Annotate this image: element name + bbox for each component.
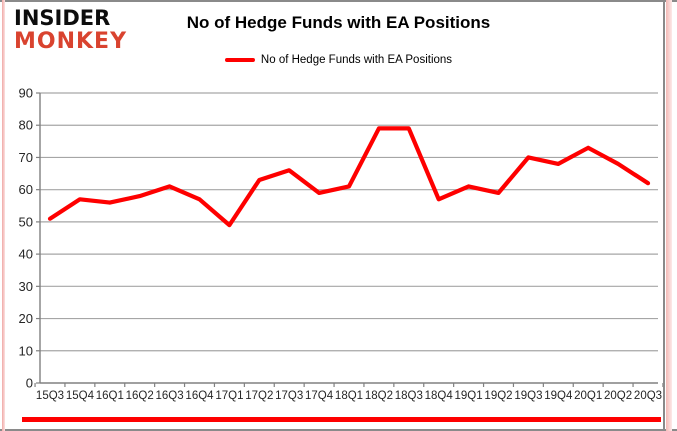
logo-text-insider: INSIDER (14, 6, 111, 30)
x-tick-label-16Q1: 16Q1 (96, 390, 124, 402)
frame-left-glow (2, 0, 5, 431)
series-line-No of Hedge Funds with EA Positions (47, 126, 651, 228)
x-tick-label-18Q3: 18Q3 (395, 390, 423, 402)
x-tick-label-17Q1: 17Q1 (215, 390, 243, 402)
y-tick-label-0: 0 (26, 376, 33, 391)
x-tick-label-15Q3: 15Q3 (36, 390, 64, 402)
x-tick-label-15Q4: 15Q4 (66, 390, 95, 402)
x-tick-label-18Q2: 18Q2 (365, 390, 393, 402)
brand-red-bar (22, 417, 661, 422)
frame-right-border (663, 0, 665, 431)
x-tick-label-19Q1: 19Q1 (455, 390, 483, 402)
y-tick-label-80: 80 (19, 118, 33, 133)
y-tick-label-10: 10 (19, 343, 33, 358)
x-tick-label-17Q4: 17Q4 (305, 390, 334, 402)
legend-line-swatch (224, 57, 255, 63)
x-tick-label-17Q2: 17Q2 (245, 390, 273, 402)
y-tick-label-90: 90 (19, 86, 33, 101)
y-tick-label-70: 70 (19, 150, 33, 165)
frame-bottom-border (0, 429, 677, 431)
insider-monkey-logo: INSIDER MONKEY (14, 8, 127, 53)
x-tick-label-19Q4: 19Q4 (544, 390, 573, 402)
legend: No of Hedge Funds with EA Positions (0, 54, 677, 66)
x-tick-label-17Q3: 17Q3 (275, 390, 303, 402)
x-tick-label-20Q1: 20Q1 (574, 390, 602, 402)
x-tick-label-16Q4: 16Q4 (185, 390, 214, 402)
y-tick-label-20: 20 (19, 311, 33, 326)
y-tick-label-30: 30 (19, 279, 33, 294)
x-tick-label-19Q3: 19Q3 (514, 390, 542, 402)
legend-label: No of Hedge Funds with EA Positions (260, 54, 453, 66)
x-tick-label-18Q1: 18Q1 (335, 390, 363, 402)
x-tick-label-16Q2: 16Q2 (126, 390, 154, 402)
logo-text-monkey: MONKEY (14, 29, 128, 54)
frame-top-border (0, 0, 677, 2)
y-tick-label-40: 40 (19, 247, 33, 262)
y-tick-label-60: 60 (19, 182, 33, 197)
x-tick-label-20Q2: 20Q2 (604, 390, 632, 402)
x-tick-label-20Q3: 20Q3 (634, 390, 662, 402)
x-tick-label-19Q2: 19Q2 (484, 390, 512, 402)
x-tick-label-16Q3: 16Q3 (156, 390, 184, 402)
y-tick-label-50: 50 (19, 214, 33, 229)
x-tick-label-18Q4: 18Q4 (425, 390, 454, 402)
frame-right-glow (666, 0, 672, 431)
chart-title: No of Hedge Funds with EA Positions (186, 13, 491, 32)
